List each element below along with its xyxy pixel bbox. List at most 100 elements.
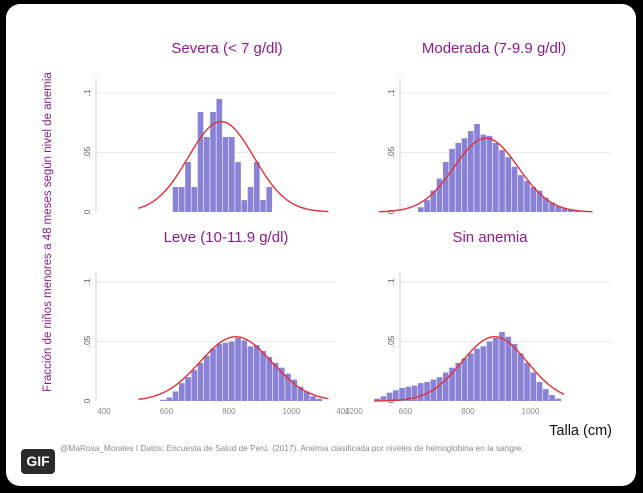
- histogram-bar-sin-anemia: [536, 381, 543, 401]
- histogram-bar-moderada: [530, 187, 537, 212]
- chart-card: 0 .05 .1 Severa (< 7 g/dl) 0 .05 .1 Moderada (7…: [6, 4, 636, 486]
- histogram-bar-sin-anemia: [374, 398, 380, 401]
- histogram-bar-moderada: [467, 131, 474, 212]
- histogram-bar-severa: [185, 162, 191, 212]
- histogram-bar-leve: [247, 346, 254, 401]
- histogram-bar-moderada: [567, 209, 574, 212]
- y-tick-label-leve: .05: [82, 335, 92, 347]
- histogram-bar-leve: [241, 340, 248, 401]
- histogram-bar-sin-anemia: [436, 377, 443, 401]
- histogram-bar-moderada: [461, 138, 468, 212]
- histogram-bar-sin-anemia: [386, 392, 393, 401]
- histogram-bar-moderada: [417, 207, 424, 212]
- histogram-bar-sin-anemia: [380, 396, 387, 401]
- histogram-bar-sin-anemia: [542, 389, 549, 401]
- histogram-bar-leve: [291, 379, 298, 401]
- histogram-bar-sin-anemia: [499, 331, 505, 401]
- histogram-bar-severa: [178, 187, 185, 212]
- histogram-bar-sin-anemia: [405, 386, 412, 401]
- histogram-bar-leve: [216, 343, 223, 401]
- x-tick-label-leve: 400: [97, 407, 111, 416]
- histogram-bar-leve: [253, 345, 260, 401]
- histogram-bar-sin-anemia: [467, 353, 474, 401]
- histogram-bar-leve: [210, 348, 216, 401]
- histogram-bar-leve: [266, 356, 273, 401]
- histogram-bar-moderada: [542, 197, 549, 212]
- histogram-bar-severa: [260, 200, 266, 212]
- histogram-bar-moderada: [480, 134, 487, 212]
- gif-badge[interactable]: GIF: [21, 449, 55, 474]
- histogram-bar-leve: [191, 370, 198, 401]
- histogram-bar-leve: [260, 351, 266, 401]
- histogram-bar-leve: [235, 337, 241, 401]
- histogram-bar-severa: [266, 187, 273, 212]
- histogram-bar-leve: [272, 362, 279, 401]
- histogram-bar-sin-anemia: [530, 372, 537, 401]
- histogram-bar-moderada: [492, 142, 499, 212]
- histogram-bar-severa: [222, 137, 229, 212]
- panel-title-leve: Leve (10-11.9 g/dl): [164, 229, 289, 246]
- y-tick-label-leve: .1: [82, 278, 92, 285]
- histogram-bar-severa: [241, 200, 248, 212]
- histogram-bar-severa: [197, 112, 204, 212]
- normal-curve-severa: [138, 120, 329, 213]
- histogram-bar-moderada: [561, 208, 568, 212]
- histogram-bar-severa: [172, 187, 179, 212]
- panel-title-moderada: Moderada (7-9.9 g/dl): [422, 40, 566, 57]
- panel-title-severa: Severa (< 7 g/dl): [171, 40, 282, 57]
- histogram-bar-moderada: [536, 190, 543, 212]
- histogram-bar-sin-anemia: [442, 372, 449, 401]
- x-tick-label-leve: 800: [222, 407, 236, 416]
- histogram-bar-sin-anemia: [511, 343, 518, 401]
- normal-curve-moderada: [378, 137, 593, 213]
- histogram-bar-moderada: [455, 142, 462, 212]
- histogram-bar-moderada: [505, 157, 512, 212]
- histogram-bar-sin-anemia: [399, 387, 405, 401]
- histogram-bar-leve: [222, 342, 229, 401]
- histogram-bar-sin-anemia: [486, 341, 493, 401]
- x-tick-label-sin-anemia: 1000: [522, 407, 540, 416]
- histogram-bar-moderada: [486, 135, 493, 212]
- histogram-bar-leve: [178, 383, 185, 401]
- histogram-bar-sin-anemia: [555, 398, 562, 401]
- panel-title-sin-anemia: Sin anemia: [452, 229, 528, 246]
- source-caption: @MaRosa_Morales I Datos: Encuesta de Sal…: [60, 443, 524, 453]
- histogram-bar-moderada: [474, 123, 480, 212]
- histogram-bar-severa: [235, 162, 241, 212]
- histogram-bar-leve: [172, 391, 179, 401]
- normal-curve-sin-anemia: [374, 335, 565, 402]
- y-tick-label-leve: 0: [82, 398, 92, 403]
- histogram-bar-moderada: [511, 166, 518, 212]
- x-tick-label-sin-anemia: 800: [461, 407, 475, 416]
- x-tick-label-sin-anemia: 400: [336, 407, 350, 416]
- histogram-bar-severa: [216, 98, 223, 212]
- histogram-bar-sin-anemia: [492, 337, 499, 401]
- histogram-bar-moderada: [430, 190, 437, 212]
- histogram-bar-leve: [203, 355, 210, 401]
- histogram-bar-sin-anemia: [517, 353, 524, 401]
- histogram-bar-sin-anemia: [474, 348, 480, 401]
- y-tick-label-sin-anemia: .05: [386, 335, 396, 347]
- y-axis-label: Fracción de niños menores a 48 meses seg…: [42, 72, 54, 392]
- histogram-bar-moderada: [442, 162, 449, 212]
- normal-curve-leve: [138, 335, 329, 401]
- histogram-bar-severa: [210, 112, 216, 212]
- histogram-bar-moderada: [424, 200, 430, 212]
- y-tick-label-moderada: .1: [386, 89, 396, 96]
- histogram-bar-severa: [247, 187, 254, 212]
- histogram-bar-sin-anemia: [417, 383, 424, 401]
- y-tick-label-severa: 0: [82, 209, 92, 214]
- histogram-bar-sin-anemia: [549, 395, 555, 401]
- histogram-bar-sin-anemia: [524, 362, 530, 401]
- y-tick-label-moderada: .05: [386, 146, 396, 158]
- histogram-bar-leve: [228, 341, 235, 401]
- x-tick-label-leve: 1000: [283, 407, 301, 416]
- histogram-bar-sin-anemia: [424, 381, 430, 401]
- histogram-bar-leve: [278, 367, 285, 401]
- x-tick-label-leve: 600: [160, 407, 174, 416]
- histogram-bar-severa: [228, 137, 235, 212]
- histogram-bar-sin-anemia: [480, 346, 487, 401]
- histogram-bar-leve: [310, 396, 316, 401]
- x-tick-label-leve: 1200: [345, 407, 363, 416]
- y-tick-label-sin-anemia: .1: [386, 278, 396, 285]
